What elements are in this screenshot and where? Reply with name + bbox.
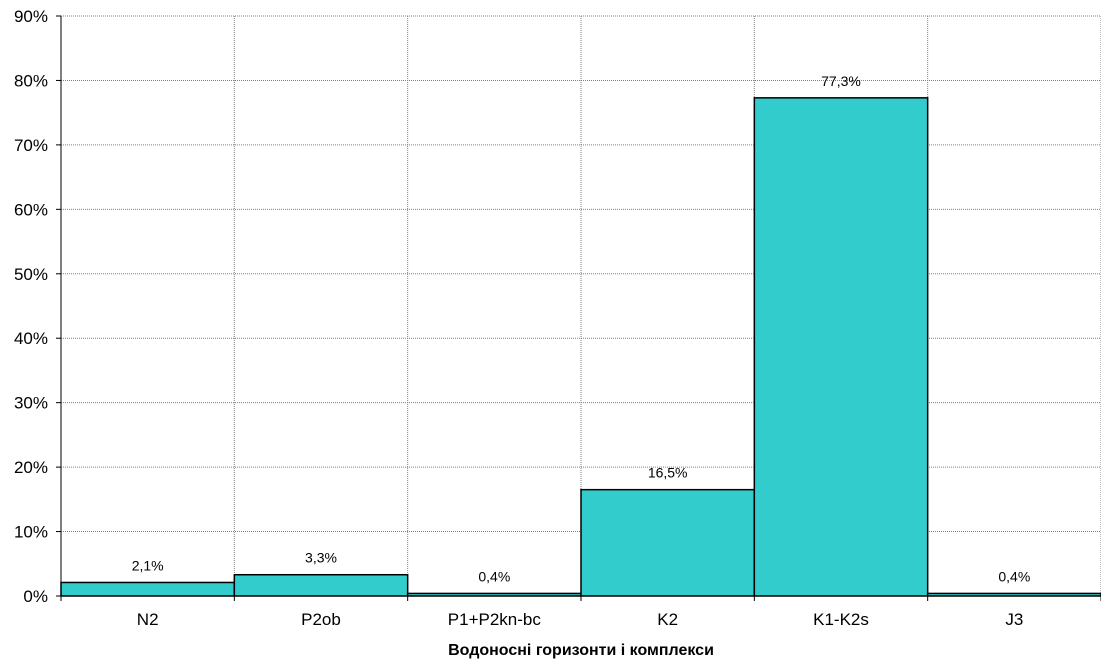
x-axis-title: Водоносні горизонти і комплекси [448,642,714,659]
x-tick-label: N2 [137,610,159,629]
bar-K1-K2s [753,97,929,597]
y-tick-label: 60% [14,200,48,219]
y-tick-label: 90% [14,7,48,26]
y-tick-label: 40% [14,329,48,348]
axes [56,15,1101,601]
y-tick-label: 50% [14,265,48,284]
data-label: 0,4% [998,568,1030,584]
x-tick-labels: N2 P2ob P1+P2kn-bc K2 K1-K2s J3 [137,610,1024,629]
x-tick-label: K2 [657,610,678,629]
y-tick-label: 20% [14,458,48,477]
x-tick-label: K1-K2s [813,610,869,629]
data-label: 16,5% [648,465,688,481]
y-tick-label: 0% [23,587,48,606]
x-tick-label: P2ob [301,610,341,629]
y-tick-labels: 0% 10% 20% 30% 40% 50% 60% 70% 80% 90% [14,7,48,606]
data-labels: 2,1% 3,3% 0,4% 16,5% 77,3% 0,4% [132,73,1031,585]
data-label: 2,1% [132,557,164,573]
data-label: 3,3% [305,550,337,566]
y-tick-label: 10% [14,523,48,542]
bar-K2 [580,488,756,597]
data-label: 77,3% [821,73,861,89]
data-label: 0,4% [478,568,510,584]
bars [60,97,1101,597]
bar-P2ob [233,573,409,597]
y-tick-label: 70% [14,136,48,155]
x-tick-label: J3 [1005,610,1023,629]
y-tick-label: 80% [14,71,48,90]
bar-N2 [60,581,236,597]
y-tick-label: 30% [14,394,48,413]
x-tick-label: P1+P2kn-bc [448,610,542,629]
